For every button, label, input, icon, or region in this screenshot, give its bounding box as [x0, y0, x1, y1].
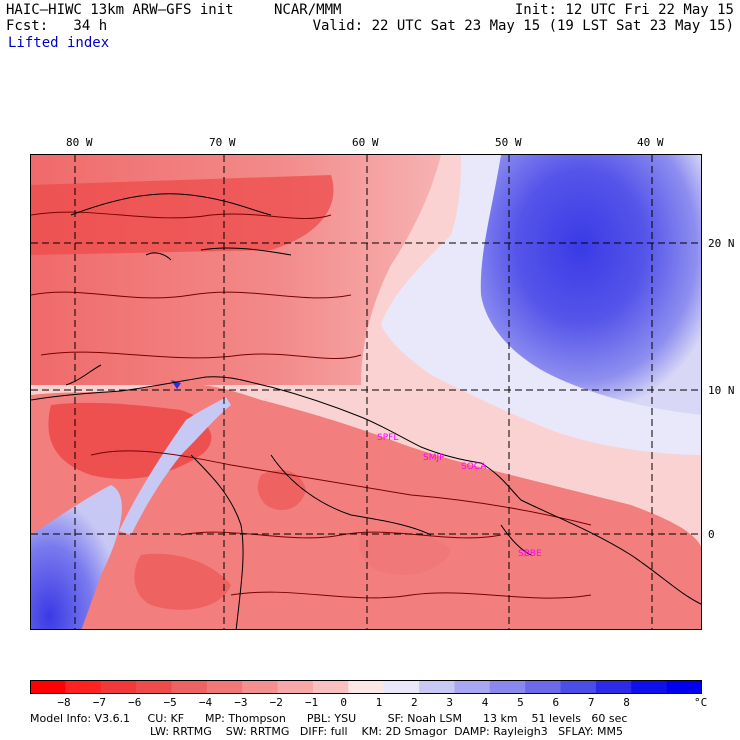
contour-line-d: [90, 450, 592, 526]
colorbar-swatch: [631, 680, 668, 694]
colorbar-swatch: [560, 680, 597, 694]
colorbar-frame: [30, 680, 702, 694]
lon-label-60w: 60 W: [352, 136, 379, 149]
colorbar-swatch: [65, 680, 102, 694]
atlantic-stable-region: [480, 155, 701, 415]
contour-line-b: [31, 291, 352, 299]
valid-time: Valid: 22 UTC Sat 23 May 15 (19 LST Sat …: [312, 18, 734, 34]
colorbar-swatch: [100, 680, 137, 694]
contour-line-a: [31, 211, 332, 220]
field-name: Lifted index: [8, 35, 110, 51]
institution-label: NCAR/MMM: [274, 2, 342, 18]
colorbar-swatch: [277, 680, 314, 694]
colorbar-swatch: [30, 680, 66, 694]
colorbar-tick-label: −6: [128, 696, 142, 709]
station-label-smjp: SMJP: [423, 453, 445, 463]
colorbar-tick-label: 3: [446, 696, 454, 709]
li-contours: [31, 211, 592, 599]
colorbar-swatch: [454, 680, 491, 694]
andes-stable-strip: [119, 397, 231, 535]
colorbar-tick-label: −7: [92, 696, 106, 709]
colorbar-swatch: [136, 680, 172, 694]
station-label-soca: SOCA: [461, 462, 487, 472]
colorbar-tick-label: 4: [481, 696, 489, 709]
lat-label-20n: 20 N: [708, 237, 735, 250]
contour-line-f: [230, 591, 592, 599]
lifted-index-map: SPFL SMJP SOCA SBBE: [30, 154, 702, 630]
colorbar-swatch: [312, 680, 349, 694]
interior-patch-c: [359, 530, 451, 575]
colorbar-swatch: [383, 680, 420, 694]
cuba-coast: [70, 193, 272, 216]
colorbar-tick-label: −3: [234, 696, 248, 709]
coastlines: [31, 193, 701, 629]
lat-label-eq: 0: [708, 528, 715, 541]
colorbar-swatch: [525, 680, 562, 694]
colorbar-swatch: [206, 680, 243, 694]
model-info-line2: LW: RRTMG SW: RRTMG DIFF: full KM: 2D Sm…: [150, 725, 623, 738]
lat-label-10n: 10 N: [708, 384, 735, 397]
colorbar-tick-label: 2: [411, 696, 418, 709]
map-canvas: SPFL SMJP SOCA SBBE: [31, 155, 701, 629]
lon-label-40w: 40 W: [637, 136, 664, 149]
graticule: [31, 155, 701, 629]
init-time: Init: 12 UTC Fri 22 May 15: [514, 2, 734, 18]
forecast-hour: Fcst: 34 h: [6, 18, 108, 34]
colorbar-swatch: [242, 680, 279, 694]
amazon-mouth: [500, 524, 532, 556]
station-label-spfl: SPFL: [377, 433, 398, 443]
south-america-coast: [31, 376, 701, 605]
colorbar-tick-label: 7: [587, 696, 595, 709]
colorbar: [30, 680, 702, 694]
colorbar-tick-label: 5: [517, 696, 524, 709]
colorbar-swatch: [666, 680, 702, 694]
model-title: HAIC–HIWC 13km ARW–GFS init: [6, 2, 234, 18]
lon-label-50w: 50 W: [495, 136, 522, 149]
colorbar-swatch: [419, 680, 455, 694]
colorbar-tick-label: 8: [623, 696, 630, 709]
colorbar-tick-label: 0: [340, 696, 347, 709]
interior-patch-b: [134, 553, 231, 610]
lon-label-80w: 80 W: [66, 136, 93, 149]
colorbar-tick-label: −2: [269, 696, 283, 709]
colorbar-unit: °C: [694, 696, 708, 709]
greater-antilles-core: [31, 175, 334, 255]
colorbar-swatch: [171, 680, 208, 694]
border-venezuela-brazil: [270, 454, 432, 536]
hispaniola-coast: [200, 247, 292, 256]
colorbar-tick-label: 6: [552, 696, 560, 709]
colorbar-swatch: [595, 680, 632, 694]
lon-label-70w: 70 W: [209, 136, 236, 149]
jamaica-coast: [145, 252, 172, 261]
contour-line-c: [40, 351, 362, 360]
stations: SPFL SMJP SOCA SBBE: [377, 433, 542, 559]
colorbar-tick-label: −5: [163, 696, 177, 709]
model-info-line1: Model Info: V3.6.1 CU: KF MP: Thompson P…: [30, 712, 628, 725]
colorbar-tick-label: −8: [57, 696, 71, 709]
panama-coast: [65, 364, 102, 386]
colorbar-tick-label: −1: [304, 696, 319, 709]
border-colombia-brazil: [190, 454, 244, 629]
colorbar-tick-label: −4: [198, 696, 213, 709]
interior-patch-a: [257, 470, 306, 510]
colorbar-swatch: [489, 680, 526, 694]
pacific-stable-region: [31, 485, 122, 629]
colorbar-swatch: [348, 680, 385, 694]
station-label-sbbe: SBBE: [518, 549, 542, 559]
contour-line-e: [180, 531, 502, 539]
colorbar-tick-label: 1: [375, 696, 383, 709]
